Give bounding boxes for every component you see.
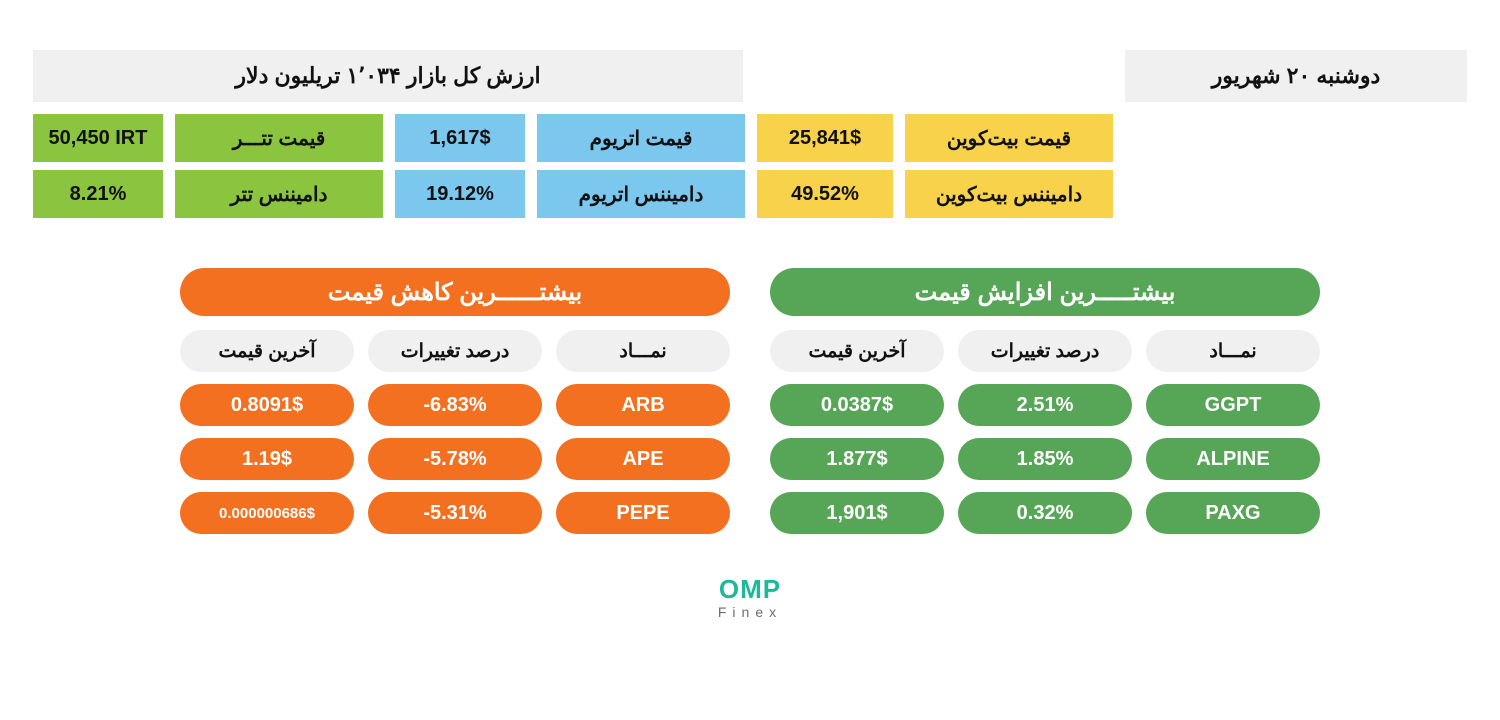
btc-dom-label: دامیننس بیت‌کوین [905, 170, 1113, 218]
summary-left: ارزش کل بازار ۱٬۰۳۴ تریلیون دلار 50,450 … [33, 50, 1113, 218]
losers-row: 1.19$ -5.78% APE [180, 438, 730, 480]
movers-section: بیشتــــــرین کاهش قیمت آخرین قیمت درصد … [180, 268, 1320, 546]
eth-price-value: 1,617$ [395, 114, 525, 162]
gainers-symbol: ALPINE [1146, 438, 1320, 480]
losers-symbol: APE [556, 438, 730, 480]
gainers-price: 0.0387$ [770, 384, 944, 426]
eth-dom-value: 19.12% [395, 170, 525, 218]
losers-block: بیشتــــــرین کاهش قیمت آخرین قیمت درصد … [180, 268, 730, 546]
gainers-title: بیشتـــــرین افزایش قیمت [770, 268, 1320, 316]
losers-row: 0.000000686$ -5.31% PEPE [180, 492, 730, 534]
tether-price-label: قیمت تتـــر [175, 114, 383, 162]
summary-right: دوشنبه ۲۰ شهریور [1125, 50, 1467, 218]
losers-change: -5.31% [368, 492, 542, 534]
logo-subtext: Finex [718, 604, 782, 620]
losers-change: -5.78% [368, 438, 542, 480]
losers-symbol: ARB [556, 384, 730, 426]
gainers-col-price: آخرین قیمت [770, 330, 944, 372]
market-cap-header: ارزش کل بازار ۱٬۰۳۴ تریلیون دلار [33, 50, 743, 102]
gainers-col-symbol: نمـــاد [1146, 330, 1320, 372]
losers-change: -6.83% [368, 384, 542, 426]
gainers-symbol: PAXG [1146, 492, 1320, 534]
gainers-change: 2.51% [958, 384, 1132, 426]
btc-price-value: 25,841$ [757, 114, 893, 162]
losers-column-headers: آخرین قیمت درصد تغییرات نمـــاد [180, 330, 730, 372]
gainers-column-headers: آخرین قیمت درصد تغییرات نمـــاد [770, 330, 1320, 372]
btc-dom-value: 49.52% [757, 170, 893, 218]
losers-price: 0.000000686$ [180, 492, 354, 534]
logo-text: OMP [718, 576, 782, 602]
losers-col-symbol: نمـــاد [556, 330, 730, 372]
losers-row: 0.8091$ -6.83% ARB [180, 384, 730, 426]
losers-price: 1.19$ [180, 438, 354, 480]
gainers-price: 1.877$ [770, 438, 944, 480]
losers-price: 0.8091$ [180, 384, 354, 426]
gainers-row: 0.0387$ 2.51% GGPT [770, 384, 1320, 426]
tether-price-value: 50,450 IRT [33, 114, 163, 162]
brand-logo: OMP Finex [718, 576, 782, 620]
losers-col-price: آخرین قیمت [180, 330, 354, 372]
losers-title: بیشتــــــرین کاهش قیمت [180, 268, 730, 316]
gainers-row: 1,901$ 0.32% PAXG [770, 492, 1320, 534]
gainers-change: 1.85% [958, 438, 1132, 480]
stats-grid-left: 50,450 IRT قیمت تتـــر 1,617$ قیمت اتریو… [33, 114, 1113, 218]
eth-dom-label: دامیننس اتریوم [537, 170, 745, 218]
tether-dom-label: دامیننس تتر [175, 170, 383, 218]
losers-symbol: PEPE [556, 492, 730, 534]
btc-price-label: قیمت بیت‌کوین [905, 114, 1113, 162]
gainers-change: 0.32% [958, 492, 1132, 534]
date-header: دوشنبه ۲۰ شهریور [1125, 50, 1467, 102]
tether-dom-value: 8.21% [33, 170, 163, 218]
gainers-col-change: درصد تغییرات [958, 330, 1132, 372]
gainers-row: 1.877$ 1.85% ALPINE [770, 438, 1320, 480]
losers-col-change: درصد تغییرات [368, 330, 542, 372]
gainers-symbol: GGPT [1146, 384, 1320, 426]
gainers-price: 1,901$ [770, 492, 944, 534]
market-summary: ارزش کل بازار ۱٬۰۳۴ تریلیون دلار 50,450 … [33, 50, 1467, 218]
eth-price-label: قیمت اتریوم [537, 114, 745, 162]
gainers-block: بیشتـــــرین افزایش قیمت آخرین قیمت درصد… [770, 268, 1320, 546]
